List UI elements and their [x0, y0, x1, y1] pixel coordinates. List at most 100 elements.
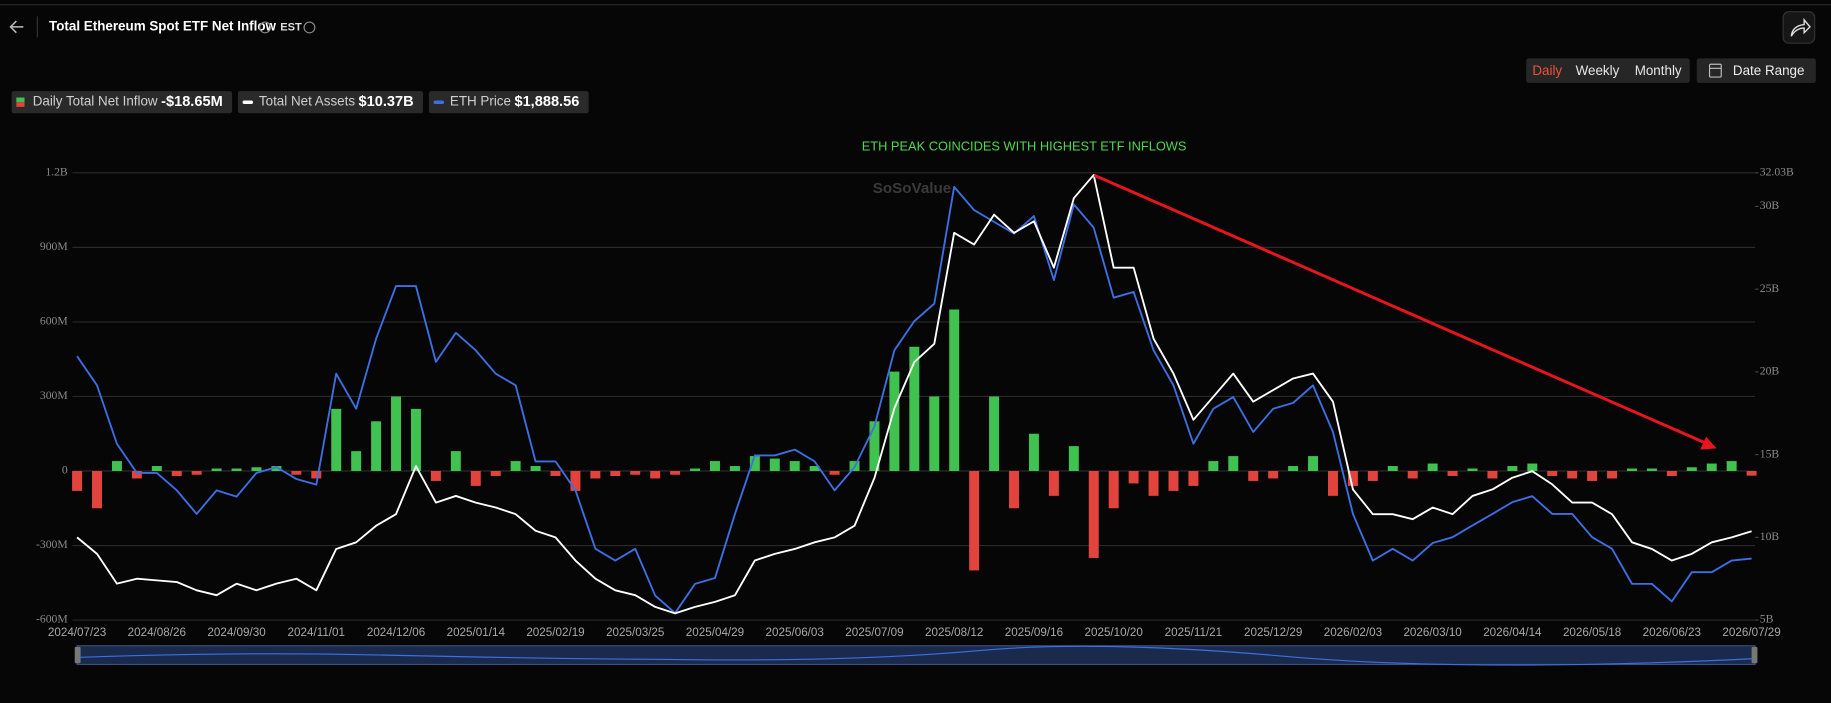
bar [729, 466, 740, 471]
bar [1268, 470, 1279, 479]
period-option[interactable]: Weekly [1576, 63, 1620, 78]
bar [1706, 463, 1717, 471]
bar [1068, 446, 1079, 471]
legend-icon [242, 100, 254, 104]
y2-tick-label: 30B [1760, 199, 1780, 212]
bar [1607, 470, 1618, 479]
navigator-line [77, 645, 1756, 666]
bar [670, 470, 681, 475]
navigator-handle[interactable] [74, 646, 81, 664]
period-toggle [1526, 58, 1690, 83]
bar [1208, 461, 1219, 471]
bar [889, 371, 900, 471]
y2-tick-label: 20B [1760, 365, 1780, 378]
bar [111, 461, 122, 471]
bar [650, 470, 661, 479]
y2-tick-label: 25B [1760, 282, 1780, 295]
y-tick-label: 1.2B [45, 166, 68, 179]
back-button[interactable] [9, 20, 24, 34]
x-tick-label: 2025/03/25 [606, 626, 664, 639]
bar [231, 468, 242, 471]
date-range-button[interactable] [1696, 58, 1816, 83]
navigator-handle[interactable] [1751, 646, 1758, 664]
line [76, 174, 1752, 615]
legend-chip[interactable] [428, 91, 589, 114]
bar [371, 421, 382, 471]
calendar-icon [1708, 63, 1722, 78]
x-tick-label: 2025/02/19 [526, 626, 584, 639]
legend-name: ETH Price [450, 94, 511, 109]
trend-arrow [1093, 173, 1708, 446]
y2-tick-label: 5B [1760, 613, 1774, 626]
legend-value: $10.37B [359, 94, 414, 110]
x-tick-label: 2025/09/16 [1005, 626, 1063, 639]
legend-value: -$18.65M [161, 94, 223, 110]
y2-tick-label: 32.03B [1760, 166, 1794, 179]
bar [1746, 470, 1757, 476]
bar [1447, 470, 1458, 476]
x-tick-label: 2026/07/29 [1722, 626, 1780, 639]
info-icon[interactable] [303, 21, 316, 34]
bar [72, 470, 83, 491]
timezone: EST [280, 21, 302, 33]
bar [989, 396, 1000, 471]
y-tick-label: -300M [36, 538, 68, 551]
bar [1188, 470, 1199, 486]
bar [630, 470, 641, 475]
share-icon [1790, 17, 1811, 37]
bar [809, 466, 820, 471]
x-tick-label: 2026/03/10 [1403, 626, 1462, 639]
legend-name: Daily Total Net Inflow [33, 94, 158, 109]
info-icon[interactable] [259, 21, 272, 34]
bar [789, 461, 800, 471]
bar [1646, 468, 1657, 471]
bar [151, 466, 162, 471]
bar [570, 470, 581, 491]
bar [1228, 456, 1239, 471]
bar [331, 408, 342, 471]
bar [1088, 470, 1099, 558]
x-tick-label: 2026/06/23 [1643, 626, 1701, 639]
y2-tick-label: 10B [1760, 530, 1780, 543]
bar [1248, 470, 1259, 481]
bar [1148, 470, 1159, 496]
date-range-label[interactable]: Date Range [1733, 63, 1805, 78]
bar [530, 466, 541, 471]
bar [1347, 470, 1358, 486]
x-tick-label: 2025/10/20 [1085, 626, 1144, 639]
period-option[interactable]: Monthly [1635, 63, 1682, 78]
bar [1108, 470, 1119, 509]
bar [1567, 470, 1578, 479]
bar [769, 458, 780, 471]
period-option[interactable]: Daily [1532, 63, 1562, 78]
x-tick-label: 2025/01/14 [447, 626, 506, 639]
bar [1547, 470, 1558, 476]
bar [171, 470, 182, 476]
bar [1288, 466, 1299, 471]
bar [131, 470, 142, 479]
bar [1427, 463, 1438, 471]
x-tick-label: 2026/04/14 [1483, 626, 1542, 639]
bar [92, 470, 102, 509]
legend-chip[interactable] [237, 91, 424, 114]
bar [211, 468, 222, 471]
bar [391, 396, 402, 471]
x-tick-label: 2025/07/09 [845, 626, 903, 639]
x-tick-label: 2026/02/03 [1324, 626, 1382, 639]
bar [1686, 467, 1697, 471]
bar [410, 408, 421, 471]
bar [251, 467, 262, 471]
bar [1009, 470, 1019, 509]
bar [311, 470, 322, 479]
x-tick-label: 2025/11/21 [1165, 626, 1222, 639]
x-tick-label: 2024/08/26 [128, 626, 186, 639]
x-tick-label: 2024/07/23 [48, 626, 106, 639]
annotation: ETH PEAK COINCIDES WITH HIGHEST ETF INFL… [862, 139, 1187, 154]
bar [1587, 470, 1598, 481]
x-tick-label: 2025/06/03 [766, 626, 824, 639]
legend-chip[interactable] [11, 91, 233, 114]
bar [909, 346, 920, 471]
bar [470, 470, 481, 486]
